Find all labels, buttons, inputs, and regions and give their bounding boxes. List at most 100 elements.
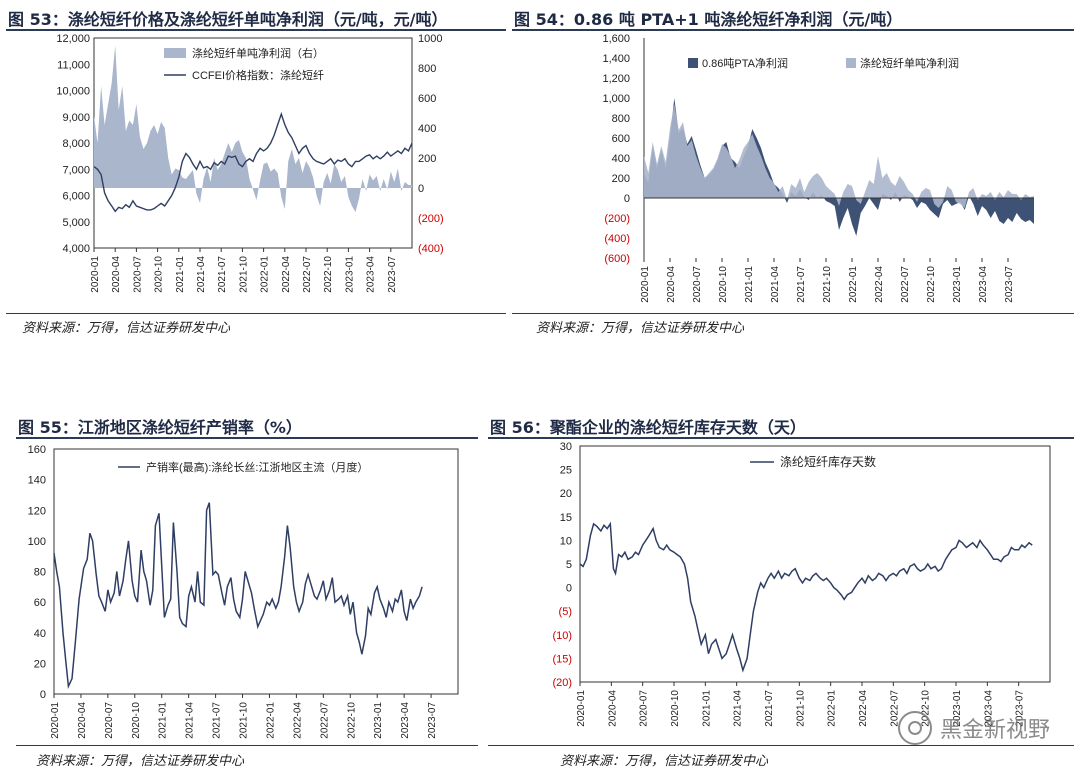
- y-tick-label: 10,000: [56, 86, 90, 98]
- x-tick-label: 2023-01: [373, 702, 384, 739]
- y-tick-label: 1,400: [602, 53, 630, 65]
- y-tick-label: 4,000: [62, 243, 90, 255]
- figure-55-title: 图 55：江浙地区涤纶短纤产销率（%）: [18, 418, 302, 437]
- figure-55-source-rule: [16, 745, 478, 746]
- y-tick-label: 0: [418, 183, 424, 195]
- pta-profit-area: [644, 98, 1034, 236]
- y-tick-label: 160: [28, 444, 46, 456]
- inventory-days-line: [579, 521, 1033, 673]
- x-tick-label: 2021-10: [239, 702, 250, 739]
- x-tick-label: 2022-01: [848, 266, 859, 303]
- x-tick-label: 2021-07: [217, 256, 228, 293]
- x-tick-label: 2021-10: [238, 256, 249, 293]
- y-tick-label: 11,000: [57, 59, 90, 71]
- x-tick-label: 2023-04: [366, 256, 377, 293]
- x-tick-label: 2022-10: [921, 690, 932, 727]
- y-tick-label: (15): [552, 653, 572, 665]
- y-tick-label: 800: [418, 63, 436, 75]
- y-tick-label: 6,000: [62, 191, 90, 203]
- y-tick-label: (200): [418, 213, 444, 225]
- x-tick-label: 2021-04: [733, 690, 744, 727]
- x-tick-label: 2020-10: [670, 690, 681, 727]
- figure-54-chart: (600) (400) (200) 0 200 400 600 800 1,000 1,200 1,…: [602, 33, 1034, 303]
- plot-frame: [53, 448, 459, 695]
- x-tick-label: 2020-01: [576, 690, 587, 727]
- plot-frame: [579, 445, 1051, 683]
- x-tick-label: 2020-01: [90, 256, 101, 293]
- x-tick-label: 2021-01: [158, 702, 169, 739]
- y-tick-label: 15: [560, 512, 572, 524]
- y-tick-label: 30: [560, 441, 572, 453]
- x-tick-label: 2023-04: [978, 266, 989, 303]
- x-tick-label: 2020-07: [692, 266, 703, 303]
- y-tick-label: 25: [560, 465, 572, 477]
- x-tick-label: 2022-07: [889, 690, 900, 727]
- x-tick-label: 2021-10: [822, 266, 833, 303]
- figure-53-title-rule: [6, 29, 506, 31]
- y-tick-label: 10: [560, 535, 572, 547]
- legend-label: 产销率(最高):涤纶长丝:江浙地区主流（月度）: [146, 460, 368, 474]
- y-tick-label: 80: [34, 567, 46, 579]
- y-tick-label: 1,600: [602, 33, 630, 45]
- x-tick-label: 2020-07: [132, 256, 143, 293]
- y-tick-label: 7,000: [62, 164, 90, 176]
- x-tick-label: 2020-04: [607, 690, 618, 727]
- y-tick-label: 0: [624, 193, 630, 205]
- x-tick-label: 2023-04: [983, 690, 994, 727]
- x-tick-label: 2022-07: [302, 256, 313, 293]
- watermark-text: 黑金新视野: [939, 718, 1050, 743]
- y-tick-label: 400: [612, 153, 630, 165]
- y-tick-label: 9,000: [62, 112, 90, 124]
- x-tick-label: 2022-04: [858, 690, 869, 727]
- x-tick-label: 2020-10: [718, 266, 729, 303]
- x-tick-label: 2022-07: [900, 266, 911, 303]
- y-tick-label: 0: [40, 689, 46, 701]
- y-tick-label: 40: [34, 628, 46, 640]
- legend-swatch-area: [164, 48, 186, 58]
- legend-label-line: CCFEI价格指数：涤纶短纤: [192, 68, 324, 82]
- y-tick-label: 800: [612, 113, 630, 125]
- y-tick-label: 600: [612, 133, 630, 145]
- x-tick-label: 2023-07: [427, 702, 438, 739]
- y-tick-label: 8,000: [62, 138, 90, 150]
- x-tick-label: 2021-01: [175, 256, 186, 293]
- figure-56-source: 资料来源：万得，信达证券研发中心: [560, 754, 769, 769]
- y-tick-label: 5: [566, 559, 572, 571]
- y-tick-label: 1,200: [602, 73, 630, 85]
- x-tick-label: 2021-04: [196, 256, 207, 293]
- y-tick-label: (400): [604, 233, 630, 245]
- y-tick-label: (200): [604, 213, 630, 225]
- x-tick-label: 2022-01: [265, 702, 276, 739]
- y-tick-label: 100: [28, 536, 46, 548]
- fiber-profit-area: [644, 104, 1034, 208]
- x-tick-label: 2021-07: [796, 266, 807, 303]
- y-tick-label: (600): [604, 253, 630, 265]
- x-tick-label: 2022-01: [827, 690, 838, 727]
- x-tick-label: 2020-04: [111, 256, 122, 293]
- x-tick-label: 2022-04: [281, 256, 292, 293]
- legend-label: 涤纶短纤库存天数: [780, 454, 876, 469]
- x-tick-label: 2023-07: [387, 256, 398, 293]
- y-tick-label: (400): [418, 243, 444, 255]
- y-tick-label: 1,000: [602, 93, 630, 105]
- legend-swatch-pta: [688, 58, 698, 68]
- x-tick-label: 2022-04: [292, 702, 303, 739]
- x-tick-label: 2023-07: [1015, 690, 1026, 727]
- figure-55-source: 资料来源：万得，信达证券研发中心: [36, 754, 245, 769]
- figure-56-source-rule: [488, 745, 1074, 746]
- y-tick-label: (10): [552, 630, 572, 642]
- legend-label-area: 涤纶短纤单吨净利润（右）: [192, 46, 324, 60]
- y-tick-label: 200: [418, 153, 436, 165]
- figure-53-title: 图 53：涤纶短纤价格及涤纶短纤单吨净利润（元/吨，元/吨）: [8, 10, 448, 29]
- x-tick-label: 2023-01: [344, 256, 355, 293]
- y-tick-label: 20: [560, 488, 572, 500]
- wechat-icon: [897, 711, 932, 745]
- figure-54-source: 资料来源：万得，信达证券研发中心: [536, 321, 745, 336]
- x-tick-label: 2023-04: [400, 702, 411, 739]
- figure-54-title: 图 54：0.86 吨 PTA+1 吨涤纶短纤净利润（元/吨）: [514, 10, 903, 29]
- legend-label-pta: 0.86吨PTA净利润: [702, 56, 788, 70]
- x-tick-label: 2022-01: [260, 256, 271, 293]
- legend-swatch-fiber: [846, 58, 856, 68]
- x-tick-label: 2020-01: [50, 702, 61, 739]
- x-tick-label: 2022-04: [874, 266, 885, 303]
